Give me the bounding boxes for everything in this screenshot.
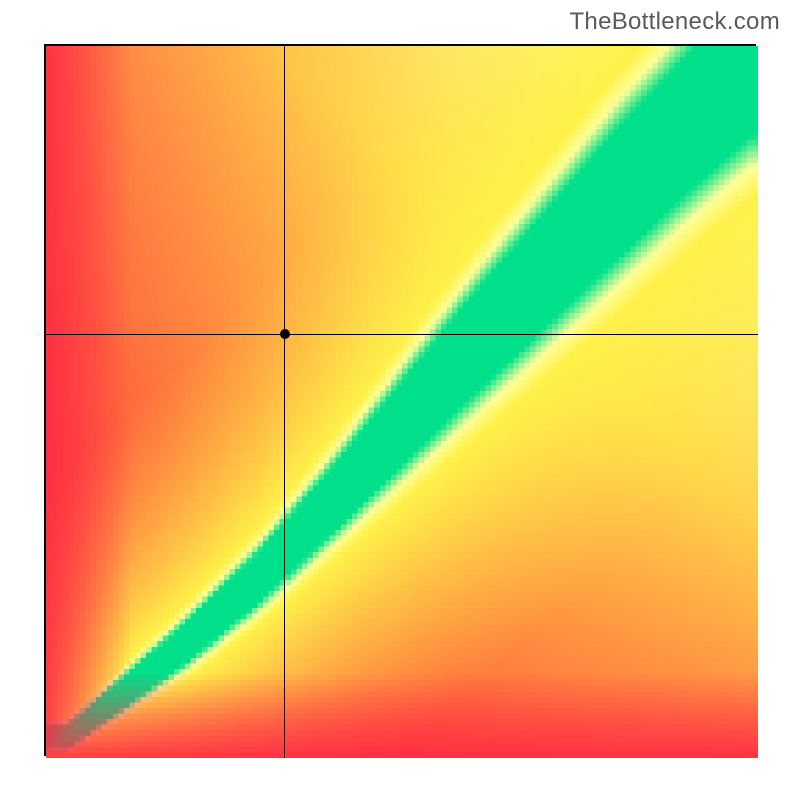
marker-dot <box>280 329 290 339</box>
watermark-text: TheBottleneck.com <box>569 8 780 36</box>
bottleneck-heatmap <box>46 46 758 758</box>
crosshair-vertical <box>284 46 285 758</box>
chart-frame <box>44 44 756 756</box>
crosshair-horizontal <box>46 334 758 335</box>
